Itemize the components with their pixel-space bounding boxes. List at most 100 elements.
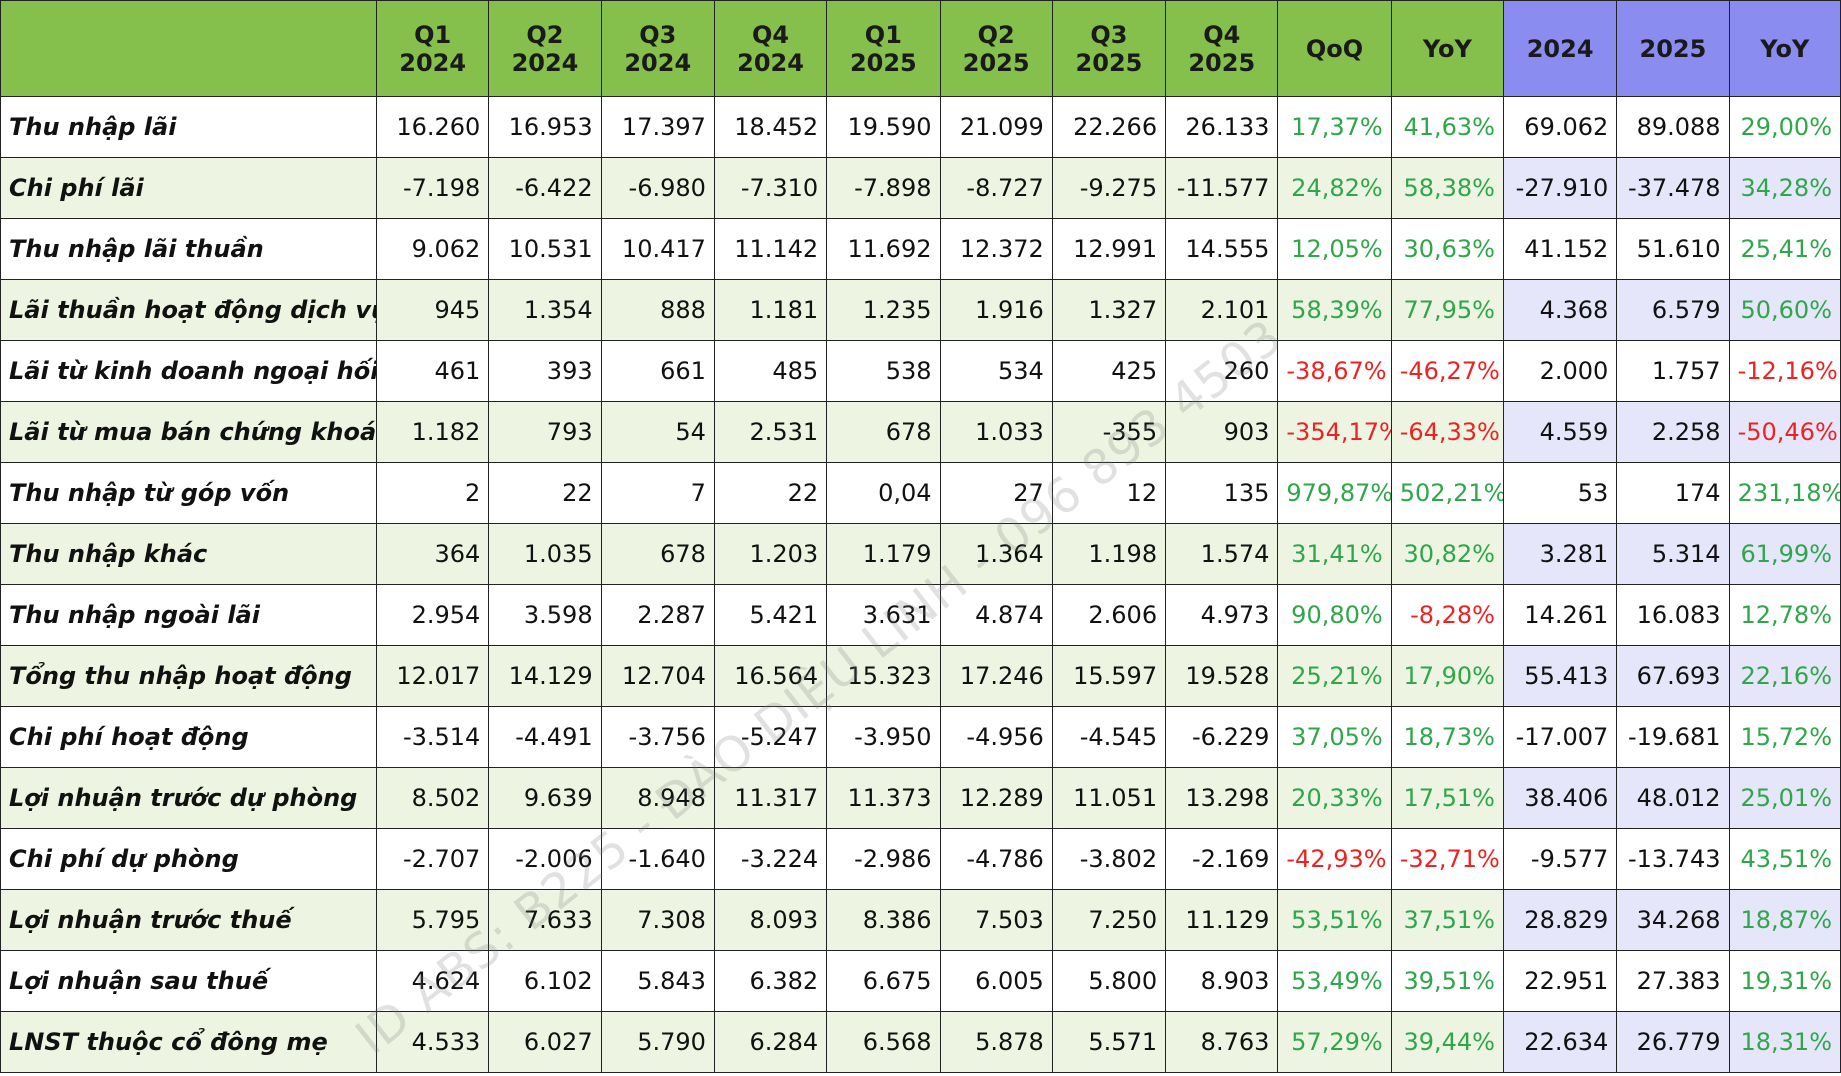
table-cell: -2.169 <box>1165 828 1279 890</box>
table-cell: 7.308 <box>600 889 715 951</box>
table-cell: -2.707 <box>376 828 490 890</box>
table-cell: 39,44% <box>1390 1011 1504 1073</box>
table-cell: 534 <box>939 340 1053 402</box>
table-row: Chi phí dự phòng -2.707 -2.006 -1.640 -3.224… <box>0 828 1841 890</box>
column-header: Q2 2024 <box>488 0 602 97</box>
table-cell: 7.250 <box>1051 889 1167 951</box>
table-cell: 13.298 <box>1165 767 1279 829</box>
column-header-line1: Q3 <box>639 20 677 49</box>
table-cell: 8.948 <box>600 767 715 829</box>
table-cell: 41,63% <box>1390 96 1504 158</box>
table-cell: 30,82% <box>1390 523 1504 585</box>
table-cell: 14.261 <box>1502 584 1618 646</box>
table-cell: -2.986 <box>826 828 941 890</box>
column-header: Q3 2025 <box>1051 0 1167 97</box>
table-row: Thu nhập từ góp vốn 2 22 7 22 0,04 27 12 135 979,… <box>0 462 1841 524</box>
column-header: Q3 2024 <box>600 0 715 97</box>
table-cell: 34.268 <box>1616 889 1730 951</box>
table-cell: 18,87% <box>1728 889 1841 951</box>
table-cell: 17,37% <box>1277 96 1392 158</box>
table-cell: 7.503 <box>939 889 1053 951</box>
table-row: Lãi từ mua bán chứng khoán 1.182 793 54 2.53… <box>0 401 1841 463</box>
column-header-line1: QoQ <box>1305 34 1364 63</box>
header-row: Q1 2024 Q2 2024 Q3 2024 Q4 2024 Q1 2025 Q2 2025 Q3 20… <box>0 0 1841 97</box>
table-cell: 2.258 <box>1616 401 1730 463</box>
table-cell: 174 <box>1616 462 1730 524</box>
table-cell: 29,00% <box>1728 96 1841 158</box>
table-cell: 4.368 <box>1502 279 1618 341</box>
table-row: Lãi từ kinh doanh ngoại hối 461 393 661 485 5… <box>0 340 1841 402</box>
column-header-line2: 2025 <box>1075 48 1143 77</box>
table-cell: -7.198 <box>376 157 490 219</box>
table-cell: 17,51% <box>1390 767 1504 829</box>
row-label: Thu nhập ngoài lãi <box>0 584 378 646</box>
table-cell: 1.198 <box>1051 523 1167 585</box>
table-cell: 22 <box>713 462 828 524</box>
table-cell: 22.634 <box>1502 1011 1618 1073</box>
table-cell: -4.491 <box>488 706 602 768</box>
column-header-line1: Q1 <box>864 20 902 49</box>
table-cell: 2.000 <box>1502 340 1618 402</box>
table-cell: 21.099 <box>939 96 1053 158</box>
table-cell: 9.062 <box>376 218 490 280</box>
table-cell: -37.478 <box>1616 157 1730 219</box>
table-cell: 1.757 <box>1616 340 1730 402</box>
table-cell: -27.910 <box>1502 157 1618 219</box>
table-cell: -4.956 <box>939 706 1053 768</box>
table-cell: 26.133 <box>1165 96 1279 158</box>
column-header-line1: YoY <box>1422 34 1472 63</box>
row-label: Lãi từ kinh doanh ngoại hối <box>0 340 378 402</box>
table-row: LNST thuộc cổ đông mẹ 4.533 6.027 5.790 6.28… <box>0 1011 1841 1073</box>
table-cell: -3.514 <box>376 706 490 768</box>
table-cell: 485 <box>713 340 828 402</box>
table-cell: -46,27% <box>1390 340 1504 402</box>
table-cell: 661 <box>600 340 715 402</box>
table-row: Lợi nhuận sau thuế 4.624 6.102 5.843 6.382 6.… <box>0 950 1841 1012</box>
table-cell: 12.372 <box>939 218 1053 280</box>
table-cell: 25,01% <box>1728 767 1841 829</box>
table-row: Thu nhập lãi thuần 9.062 10.531 10.417 11.14… <box>0 218 1841 280</box>
table-cell: 7.633 <box>488 889 602 951</box>
table-cell: 19.590 <box>826 96 941 158</box>
table-cell: 793 <box>488 401 602 463</box>
column-header-line2: 2024 <box>624 48 692 77</box>
table-cell: -32,71% <box>1390 828 1504 890</box>
table-cell: 11.373 <box>826 767 941 829</box>
table-cell: -354,17% <box>1277 401 1392 463</box>
row-label: Lợi nhuận sau thuế <box>0 950 378 1012</box>
table-cell: 50,60% <box>1728 279 1841 341</box>
table-cell: -11.577 <box>1165 157 1279 219</box>
row-label: Chi phí dự phòng <box>0 828 378 890</box>
table-cell: 8.903 <box>1165 950 1279 1012</box>
column-header-line1: Q2 <box>526 20 564 49</box>
corner-header <box>0 0 378 97</box>
table-cell: 16.083 <box>1616 584 1730 646</box>
table-cell: 1.179 <box>826 523 941 585</box>
table-cell: 10.417 <box>600 218 715 280</box>
table-cell: 6.005 <box>939 950 1053 1012</box>
column-header: Q1 2024 <box>376 0 490 97</box>
table-row: Chi phí lãi -7.198 -6.422 -6.980 -7.310 -7.89… <box>0 157 1841 219</box>
table-cell: 4.533 <box>376 1011 490 1073</box>
table-cell: 18,73% <box>1390 706 1504 768</box>
table-cell: 11.692 <box>826 218 941 280</box>
table-cell: 37,05% <box>1277 706 1392 768</box>
table-cell: 17.246 <box>939 645 1053 707</box>
table-cell: 19.528 <box>1165 645 1279 707</box>
table-cell: 888 <box>600 279 715 341</box>
table-row: Thu nhập lãi 16.260 16.953 17.397 18.452 19.5… <box>0 96 1841 158</box>
table-cell: -42,93% <box>1277 828 1392 890</box>
table-cell: 61,99% <box>1728 523 1841 585</box>
table-cell: 5.421 <box>713 584 828 646</box>
table-cell: 41.152 <box>1502 218 1618 280</box>
table-cell: 20,33% <box>1277 767 1392 829</box>
table-cell: 260 <box>1165 340 1279 402</box>
table-cell: -4.545 <box>1051 706 1167 768</box>
column-header: YoY <box>1728 0 1841 97</box>
table-cell: 22,16% <box>1728 645 1841 707</box>
table-cell: 135 <box>1165 462 1279 524</box>
row-label: Lợi nhuận trước thuế <box>0 889 378 951</box>
table-cell: -12,16% <box>1728 340 1841 402</box>
table-cell: 5.800 <box>1051 950 1167 1012</box>
table-cell: 11.142 <box>713 218 828 280</box>
